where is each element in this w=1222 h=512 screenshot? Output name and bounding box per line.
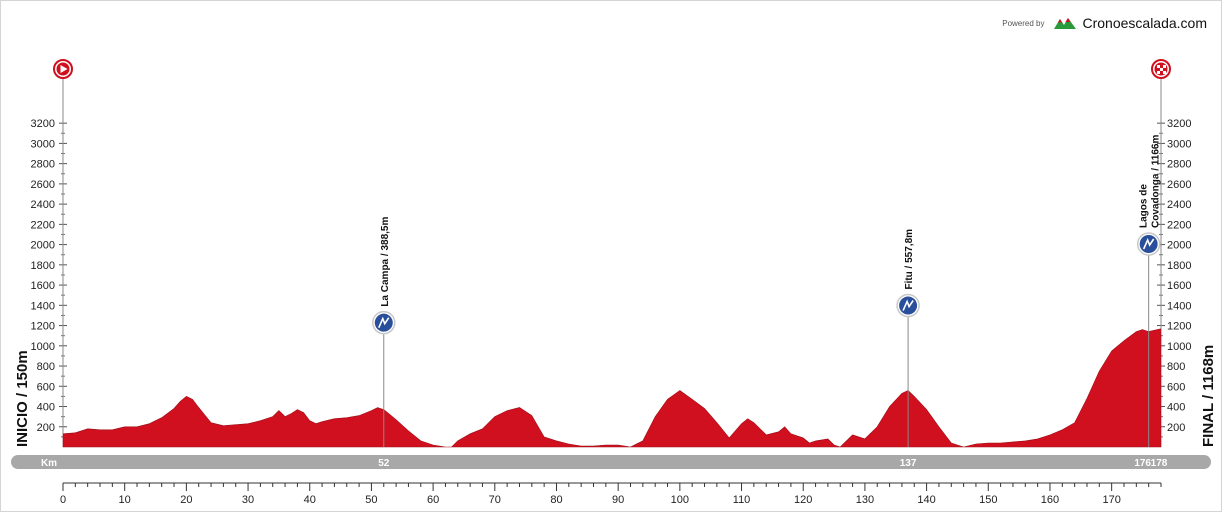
climb-category-icon[interactable] — [372, 310, 396, 335]
km-marker-label: 176 — [1134, 458, 1151, 469]
x-tick-label: 100 — [671, 494, 689, 506]
y-tick-label-right: 2000 — [1167, 240, 1191, 252]
y-tick-label-right: 1000 — [1167, 341, 1191, 353]
y-tick-label-right: 3200 — [1167, 118, 1191, 130]
y-tick-label-right: 400 — [1167, 402, 1185, 414]
climb-name-label: Covadonga / 1166m — [1151, 135, 1162, 228]
y-tick-label-left: 2400 — [31, 199, 55, 211]
mountain-logo-icon — [1054, 18, 1077, 29]
powered-by-text: Powered by — [1002, 18, 1045, 28]
y-tick-label-right: 2800 — [1167, 159, 1191, 171]
y-tick-label-left: 1200 — [31, 321, 55, 333]
y-tick-label-left: 2000 — [31, 240, 55, 252]
x-tick-label: 70 — [489, 494, 501, 506]
x-tick-label: 20 — [180, 494, 192, 506]
km-bar-label: Km — [41, 458, 57, 469]
x-tick-label: 80 — [550, 494, 562, 506]
x-tick-label: 90 — [612, 494, 624, 506]
y-tick-label-right: 2600 — [1167, 179, 1191, 191]
y-tick-label-right: 800 — [1167, 361, 1185, 373]
y-tick-label-left: 3000 — [31, 138, 55, 150]
y-tick-label-left: 200 — [37, 422, 55, 434]
y-tick-label-left: 800 — [37, 361, 55, 373]
y-tick-label-right: 1200 — [1167, 321, 1191, 333]
x-tick-label: 0 — [60, 494, 66, 506]
climb-markers: La Campa / 388,5m Fitu / 557,8m Lagos de Co… — [372, 135, 1162, 447]
x-tick-label: 160 — [1041, 494, 1059, 506]
finish-label: FINAL / 1168m — [1200, 345, 1217, 447]
y-axis-group: 200 200 400 400 600 600 800 800 1000 1000 1200 1200… — [31, 118, 1191, 438]
x-tick-label: 40 — [304, 494, 316, 506]
start-icon — [53, 59, 73, 79]
y-tick-label-left: 2200 — [31, 219, 55, 231]
km-bar — [11, 455, 1211, 469]
km-marker-label: 178 — [1151, 458, 1168, 469]
climb-name-label: La Campa / 388,5m — [380, 217, 391, 307]
y-tick-label-right: 600 — [1167, 381, 1185, 393]
x-axis-group: 0 10 20 30 40 50 60 70 80 90 100 110 120 130 140 150 160… — [60, 482, 1162, 506]
climb-name-label: Fitu / 557,8m — [904, 229, 915, 290]
y-tick-label-left: 3200 — [31, 118, 55, 130]
km-marker-labels: 52 137 176 178 — [378, 458, 1168, 469]
x-tick-label: 150 — [979, 494, 997, 506]
x-tick-label: 60 — [427, 494, 439, 506]
start-label: INICIO / 150m — [14, 350, 31, 447]
y-tick-label-left: 1600 — [31, 280, 55, 292]
x-tick-label: 140 — [917, 494, 935, 506]
x-tick-label: 170 — [1102, 494, 1120, 506]
y-tick-label-right: 1800 — [1167, 260, 1191, 272]
x-tick-label: 30 — [242, 494, 254, 506]
y-tick-label-left: 600 — [37, 381, 55, 393]
km-marker-label: 137 — [900, 458, 917, 469]
brand-name: Cronoescalada.com — [1082, 15, 1207, 31]
y-tick-label-left: 1800 — [31, 260, 55, 272]
finish-flag-icon — [1151, 59, 1171, 79]
y-tick-label-right: 1600 — [1167, 280, 1191, 292]
x-tick-label: 130 — [856, 494, 874, 506]
y-tick-label-right: 2400 — [1167, 199, 1191, 211]
x-tick-label: 110 — [733, 494, 751, 506]
y-tick-label-left: 2600 — [31, 179, 55, 191]
y-tick-label-left: 1400 — [31, 300, 55, 312]
y-tick-label-left: 400 — [37, 402, 55, 414]
y-tick-label-right: 1400 — [1167, 300, 1191, 312]
y-tick-label-left: 1000 — [31, 341, 55, 353]
x-tick-label: 10 — [119, 494, 131, 506]
branding[interactable]: Powered by Cronoescalada.com — [1002, 15, 1207, 31]
climb-category-icon[interactable] — [896, 293, 920, 318]
climb-category-icon[interactable] — [1136, 232, 1161, 256]
x-tick-label: 120 — [794, 494, 812, 506]
y-tick-label-right: 200 — [1167, 422, 1185, 434]
climb-name-label: Lagos de — [1139, 184, 1150, 228]
y-tick-label-left: 2800 — [31, 159, 55, 171]
y-tick-label-right: 3000 — [1167, 138, 1191, 150]
y-tick-label-right: 2200 — [1167, 219, 1191, 231]
km-marker-label: 52 — [378, 458, 390, 469]
x-tick-label: 50 — [365, 494, 377, 506]
elevation-profile-area — [62, 328, 1162, 448]
